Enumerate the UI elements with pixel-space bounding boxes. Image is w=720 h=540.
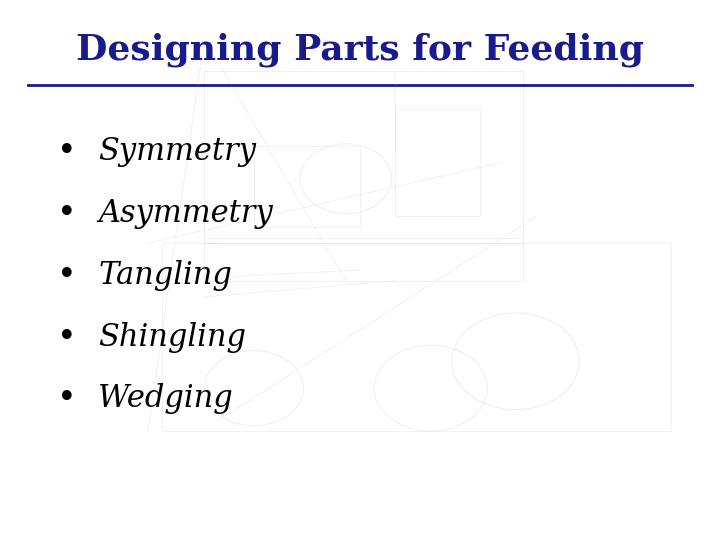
Bar bbox=[162, 243, 671, 431]
Text: Symmetry: Symmetry bbox=[99, 136, 256, 167]
Bar bbox=[395, 109, 480, 217]
Bar bbox=[204, 238, 523, 281]
Text: •: • bbox=[57, 197, 76, 230]
Text: Tangling: Tangling bbox=[99, 260, 233, 291]
Text: •: • bbox=[57, 382, 76, 415]
Text: Shingling: Shingling bbox=[99, 322, 246, 353]
Text: Wedging: Wedging bbox=[99, 383, 233, 414]
Text: Designing Parts for Feeding: Designing Parts for Feeding bbox=[76, 32, 644, 67]
Bar bbox=[204, 71, 523, 243]
Text: •: • bbox=[57, 321, 76, 354]
Text: •: • bbox=[57, 259, 76, 292]
Bar bbox=[254, 146, 360, 227]
Text: Asymmetry: Asymmetry bbox=[99, 198, 273, 229]
Text: •: • bbox=[57, 136, 76, 168]
